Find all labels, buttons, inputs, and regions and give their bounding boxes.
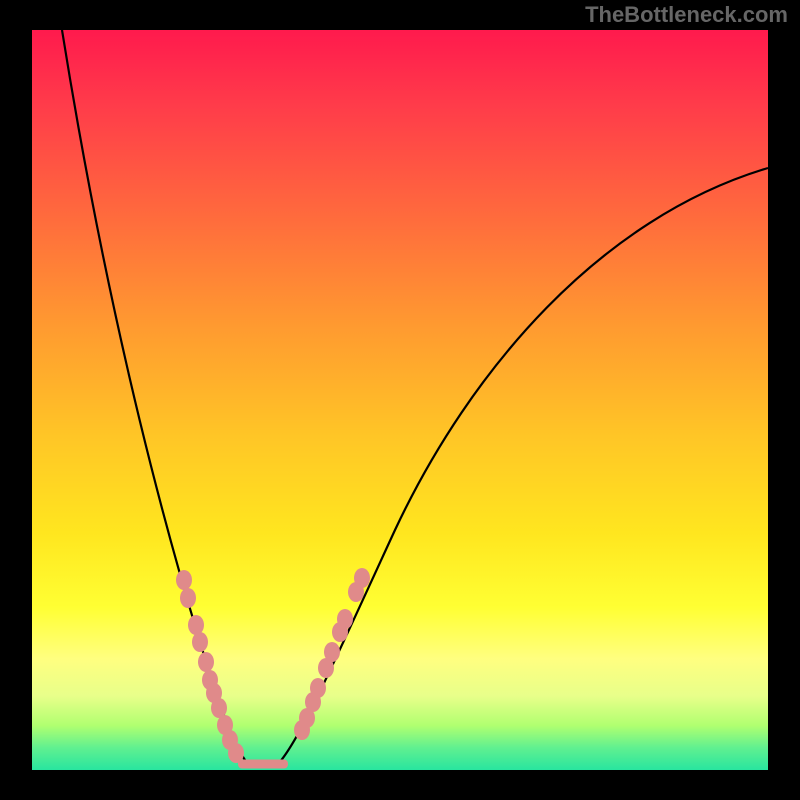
bead: [324, 642, 340, 662]
watermark-text: TheBottleneck.com: [585, 2, 788, 28]
bead: [192, 632, 208, 652]
bead: [337, 609, 353, 629]
bead: [354, 568, 370, 588]
chart-container: { "watermark": { "text": "TheBottleneck.…: [0, 0, 800, 800]
bead: [310, 678, 326, 698]
bead: [180, 588, 196, 608]
floor-cap: [238, 760, 288, 769]
bead: [198, 652, 214, 672]
bead: [188, 615, 204, 635]
bottleneck-chart: [0, 0, 800, 800]
gradient-background: [32, 30, 768, 770]
bead: [176, 570, 192, 590]
bead: [211, 698, 227, 718]
